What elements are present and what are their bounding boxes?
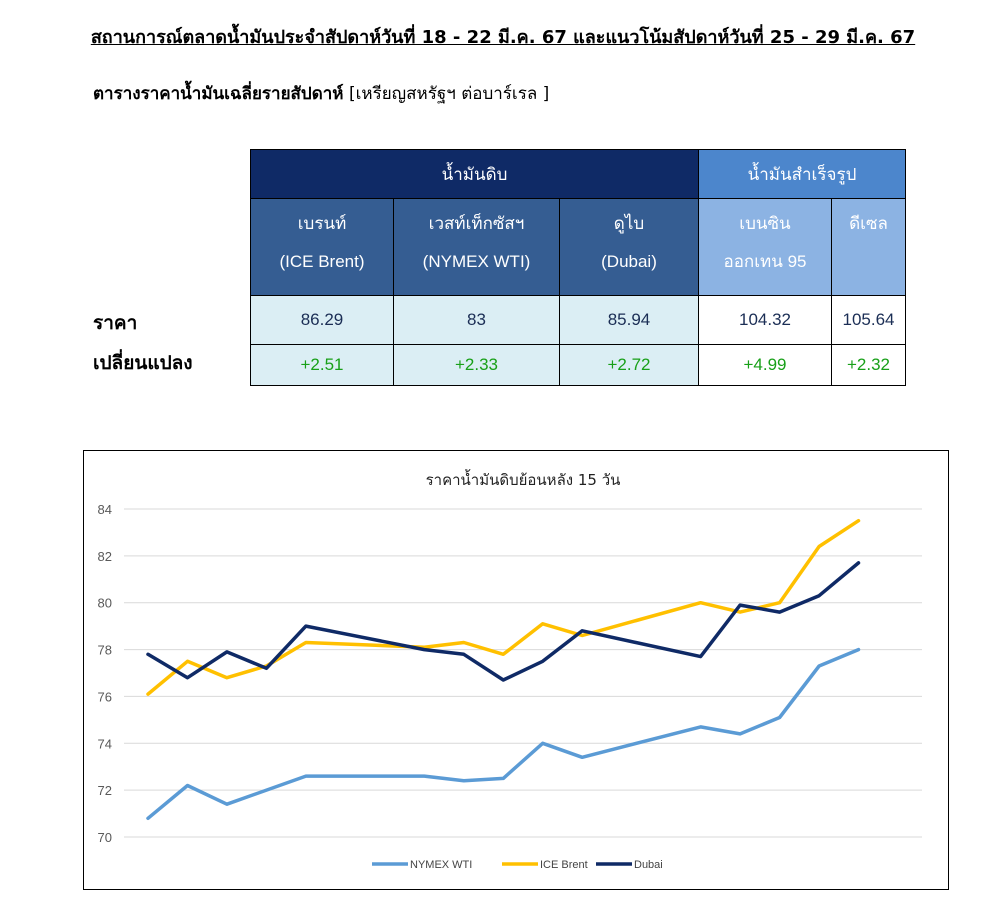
legend-label: Dubai: [634, 859, 663, 871]
line-chart: ราคาน้ำมันดิบย้อนหลัง 15 วัน 70 72 74 76 78 80…: [98, 469, 922, 871]
column-header-dubai: ดูไบ (Dubai): [559, 198, 699, 296]
column-header-brent: เบรนท์ (ICE Brent): [250, 198, 394, 296]
group-finished-header: น้ำมันสำเร็จรูป: [698, 149, 906, 199]
price-cell-diesel: 105.64: [831, 295, 906, 345]
y-tick-label: 74: [98, 736, 112, 751]
legend-label: NYMEX WTI: [410, 859, 472, 871]
price-cell-dubai: 85.94: [559, 295, 699, 345]
change-cell-wti: +2.33: [393, 344, 560, 386]
chart-container: ราคาน้ำมันดิบย้อนหลัง 15 วัน 70 72 74 76 78 80…: [83, 450, 949, 890]
y-tick-label: 80: [98, 596, 112, 611]
row-label-price: ราคา: [93, 312, 138, 334]
change-cell-diesel: +2.32: [831, 344, 906, 386]
y-tick-label: 70: [98, 830, 112, 845]
column-header-wti: เวสท์เท็กซัสฯ (NYMEX WTI): [393, 198, 560, 296]
page-title: สถานการณ์ตลาดน้ำมันประจำสัปดาห์วันที่ 18…: [90, 27, 916, 48]
y-tick-label: 78: [98, 643, 112, 658]
price-cell-brent: 86.29: [250, 295, 394, 345]
series-line-dubai: [146, 561, 861, 682]
row-label-change: เปลี่ยนแปลง: [93, 352, 193, 374]
y-tick-label: 82: [98, 549, 112, 564]
change-cell-brent: +2.51: [250, 344, 394, 386]
price-table: น้ำมันดิบ น้ำมันสำเร็จรูป เบรนท์ (ICE Bre…: [250, 149, 906, 386]
y-tick-label: 76: [98, 689, 112, 704]
series-line-ice-brent: [146, 518, 861, 696]
column-header-diesel: ดีเซล: [831, 198, 906, 296]
table-caption-unit: [เหรียญสหรัฐฯ ต่อบาร์เรล ]: [348, 84, 550, 104]
change-cell-dubai: +2.72: [559, 344, 699, 386]
table-caption-title: ตารางราคาน้ำมันเฉลี่ยรายสัปดาห์: [93, 84, 344, 104]
y-tick-label: 72: [98, 783, 112, 798]
chart-title: ราคาน้ำมันดิบย้อนหลัง 15 วัน: [426, 469, 621, 489]
y-tick-label: 84: [98, 502, 112, 517]
series-line-nymex-wti: [146, 647, 861, 821]
table-caption: ตารางราคาน้ำมันเฉลี่ยรายสัปดาห์ [เหรียญส…: [93, 80, 549, 107]
column-header-gasoline95: เบนซิน ออกเทน 95: [698, 198, 832, 296]
change-cell-gasoline95: +4.99: [698, 344, 832, 386]
legend-label: ICE Brent: [540, 859, 588, 871]
price-cell-gasoline95: 104.32: [698, 295, 832, 345]
group-crude-header: น้ำมันดิบ: [250, 149, 699, 199]
price-cell-wti: 83: [393, 295, 560, 345]
